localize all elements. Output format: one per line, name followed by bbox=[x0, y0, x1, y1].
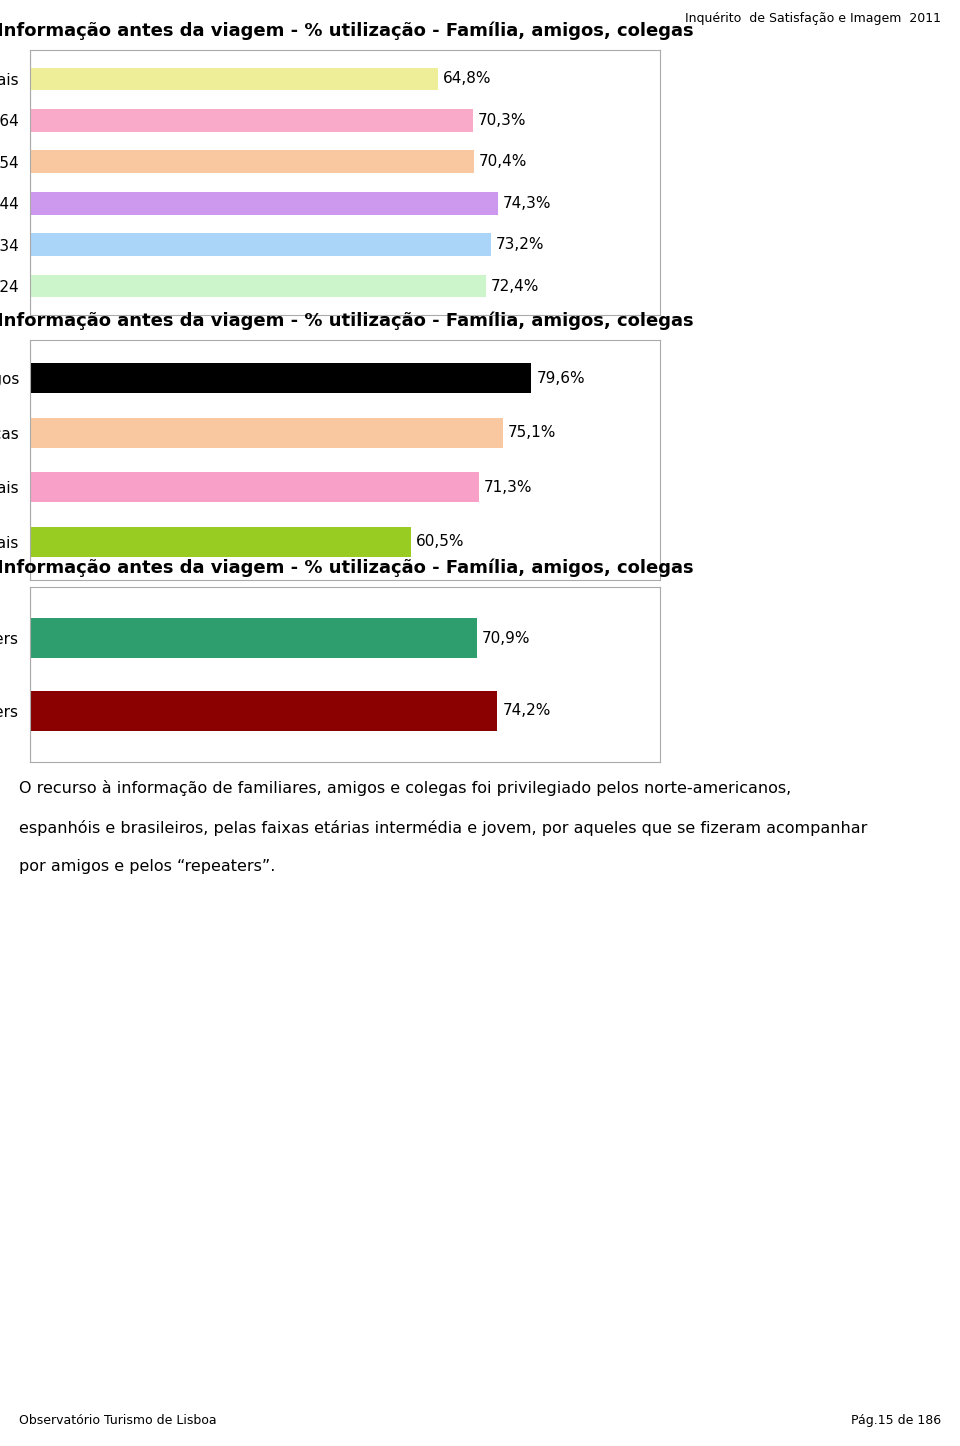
Title: Informação antes da viagem - % utilização - Família, amigos, colegas: Informação antes da viagem - % utilizaçã… bbox=[0, 311, 693, 330]
Text: espanhóis e brasileiros, pelas faixas etárias intermédia e jovem, por aqueles qu: espanhóis e brasileiros, pelas faixas et… bbox=[19, 820, 868, 836]
Bar bbox=[30, 275, 486, 298]
Bar bbox=[30, 526, 411, 557]
Text: 74,2%: 74,2% bbox=[502, 703, 551, 719]
Text: 70,9%: 70,9% bbox=[482, 630, 530, 645]
Bar bbox=[30, 192, 498, 214]
Bar bbox=[30, 150, 473, 174]
Bar bbox=[30, 68, 438, 90]
Text: 73,2%: 73,2% bbox=[496, 237, 544, 252]
Bar bbox=[30, 418, 503, 448]
Bar bbox=[30, 233, 492, 256]
Text: 70,3%: 70,3% bbox=[478, 113, 526, 127]
Bar bbox=[30, 691, 497, 732]
Text: 74,3%: 74,3% bbox=[503, 195, 552, 211]
Bar bbox=[30, 473, 479, 502]
Bar bbox=[30, 617, 477, 658]
Bar bbox=[30, 108, 473, 132]
Text: 72,4%: 72,4% bbox=[492, 279, 540, 294]
Text: 75,1%: 75,1% bbox=[508, 425, 557, 440]
Text: Observatório Turismo de Lisboa: Observatório Turismo de Lisboa bbox=[19, 1414, 217, 1427]
Text: 64,8%: 64,8% bbox=[444, 71, 492, 87]
Text: O recurso à informação de familiares, amigos e colegas foi privilegiado pelos no: O recurso à informação de familiares, am… bbox=[19, 779, 791, 795]
Text: 71,3%: 71,3% bbox=[484, 480, 533, 495]
Text: por amigos e pelos “repeaters”.: por amigos e pelos “repeaters”. bbox=[19, 859, 276, 875]
Text: 79,6%: 79,6% bbox=[537, 370, 586, 386]
Text: Pág.15 de 186: Pág.15 de 186 bbox=[851, 1414, 941, 1427]
Text: Inquérito  de Satisfação e Imagem  2011: Inquérito de Satisfação e Imagem 2011 bbox=[684, 13, 941, 25]
Title: Informação antes da viagem - % utilização - Família, amigos, colegas: Informação antes da viagem - % utilizaçã… bbox=[0, 22, 693, 40]
Bar bbox=[30, 363, 532, 393]
Text: 70,4%: 70,4% bbox=[478, 155, 527, 169]
Text: 60,5%: 60,5% bbox=[417, 535, 465, 549]
Title: Informação antes da viagem - % utilização - Família, amigos, colegas: Informação antes da viagem - % utilizaçã… bbox=[0, 558, 693, 577]
